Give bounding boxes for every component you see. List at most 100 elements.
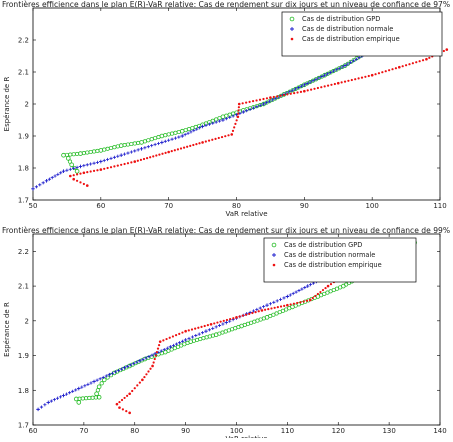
data-point	[157, 344, 161, 347]
legend: Cas de distribution GPD Cas de distributi…	[263, 237, 417, 283]
data-point	[115, 402, 119, 406]
data-point	[187, 336, 191, 341]
data-point	[288, 90, 292, 94]
data-point	[173, 130, 178, 135]
data-point	[181, 331, 184, 334]
data-point	[83, 384, 87, 388]
data-point	[53, 174, 57, 178]
data-point	[98, 377, 102, 381]
data-point	[160, 140, 164, 145]
data-point	[279, 93, 284, 98]
data-point	[118, 406, 121, 409]
data-point	[302, 300, 305, 303]
data-point	[198, 126, 202, 130]
data-point	[289, 92, 292, 95]
data-point	[300, 287, 304, 291]
data-point	[80, 396, 85, 401]
data-point	[224, 320, 229, 325]
data-point	[170, 137, 174, 141]
legend-label: Cas de distribution empirique	[302, 35, 400, 43]
data-point	[180, 339, 185, 343]
chart-title: Frontières efficience dans le plan E(R)-…	[2, 0, 450, 9]
data-point	[303, 285, 307, 290]
data-point	[305, 284, 310, 288]
data-point	[90, 395, 95, 400]
data-point	[68, 167, 72, 171]
data-point	[158, 340, 162, 343]
data-point	[135, 360, 139, 364]
data-point	[64, 392, 69, 396]
data-point	[156, 135, 161, 140]
data-point	[136, 384, 139, 387]
data-point	[72, 174, 75, 177]
data-point	[200, 124, 205, 129]
data-point	[214, 325, 218, 329]
data-point	[34, 185, 38, 189]
data-point	[248, 107, 252, 111]
data-point	[328, 70, 333, 75]
data-point	[322, 73, 327, 77]
data-point	[149, 156, 152, 159]
data-point	[319, 74, 324, 79]
data-point	[72, 166, 76, 170]
data-point	[217, 136, 220, 140]
data-point	[159, 133, 165, 139]
data-point	[213, 322, 216, 325]
data-point	[187, 329, 190, 332]
data-point	[133, 387, 136, 390]
data-point	[354, 57, 358, 61]
data-point	[388, 69, 391, 72]
data-point	[398, 65, 401, 69]
data-point	[222, 319, 225, 322]
x-axis-label: VaR relative	[225, 210, 267, 218]
y-tick-label: 2	[25, 101, 29, 109]
data-point	[156, 141, 161, 146]
data-point	[428, 56, 431, 59]
data-point	[113, 165, 116, 168]
data-point	[374, 73, 377, 76]
data-point	[69, 174, 72, 178]
data-point	[84, 396, 89, 401]
data-point	[126, 364, 130, 368]
data-point	[65, 168, 69, 172]
data-point	[82, 182, 85, 186]
legend-marker	[271, 242, 277, 248]
data-point	[260, 309, 264, 312]
data-point	[129, 150, 133, 154]
data-point	[282, 296, 286, 300]
data-point	[126, 394, 129, 397]
data-point	[129, 363, 133, 367]
data-point	[217, 323, 222, 328]
data-point	[85, 150, 90, 155]
data-point	[211, 326, 215, 330]
data-point	[201, 141, 204, 144]
data-point	[320, 74, 324, 79]
data-point	[261, 102, 266, 106]
data-point	[131, 389, 134, 393]
data-point	[236, 115, 240, 119]
data-point	[401, 65, 404, 68]
x-tick-label: 70	[79, 427, 88, 435]
data-point	[299, 84, 304, 88]
data-point	[227, 134, 230, 137]
data-point	[43, 403, 47, 407]
x-tick-label: 80	[130, 427, 139, 435]
data-point	[293, 92, 296, 95]
legend-label: Cas de distribution GPD	[302, 15, 380, 23]
data-point	[289, 303, 292, 306]
data-point	[221, 118, 225, 122]
data-point	[241, 102, 244, 105]
data-point	[142, 139, 147, 144]
data-point	[109, 156, 113, 160]
data-point	[311, 79, 315, 83]
data-point	[120, 163, 123, 166]
data-point	[95, 388, 100, 393]
data-point	[168, 345, 173, 349]
data-point	[113, 370, 118, 374]
chart-2: Frontières efficience dans le plan E(R)-…	[2, 226, 450, 442]
data-point	[294, 87, 298, 91]
data-point	[276, 306, 279, 309]
data-point	[204, 123, 208, 127]
data-point	[116, 154, 120, 158]
